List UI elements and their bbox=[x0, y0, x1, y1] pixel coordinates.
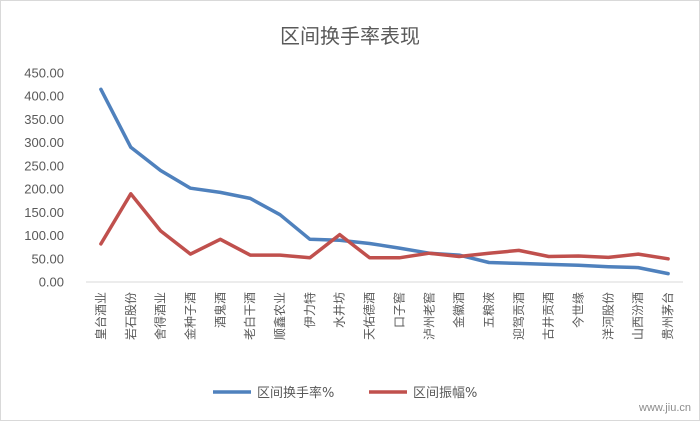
y-tick-label: 350.00 bbox=[24, 112, 64, 127]
x-tick-label: 水井坊 bbox=[332, 292, 347, 328]
x-tick-label: 皇台酒业 bbox=[93, 292, 108, 340]
y-tick-label: 250.00 bbox=[24, 158, 64, 173]
y-tick-label: 0.00 bbox=[39, 275, 64, 290]
y-tick-label: 150.00 bbox=[24, 205, 64, 220]
x-axis-ticks: 皇台酒业 岩石股份 舍得酒业 金种子酒 酒鬼酒 老白干酒 顺鑫农业 伊力特 水井坊 天佑德酒 口子窖… bbox=[93, 292, 675, 340]
x-tick-label: 五粮液 bbox=[481, 292, 496, 328]
y-tick-label: 400.00 bbox=[24, 89, 64, 104]
x-tick-label: 今世缘 bbox=[571, 292, 586, 328]
y-tick-label: 300.00 bbox=[24, 135, 64, 150]
x-tick-label: 迎驾贡酒 bbox=[512, 292, 526, 340]
chart-title: 区间换手率表现 bbox=[280, 24, 420, 48]
series-line-1 bbox=[99, 87, 670, 276]
x-tick-label: 金种子酒 bbox=[182, 292, 197, 340]
legend: 区间换手率% 区间振幅% bbox=[213, 385, 477, 401]
legend-label-2: 区间振幅% bbox=[413, 386, 477, 401]
x-tick-label: 洋河股份 bbox=[600, 292, 615, 340]
x-tick-label: 贵州茅台 bbox=[660, 292, 675, 340]
series-lines bbox=[99, 87, 670, 276]
y-tick-label: 450.00 bbox=[24, 66, 64, 81]
x-tick-label: 老白干酒 bbox=[242, 292, 257, 340]
x-tick-label: 金徽酒 bbox=[451, 292, 466, 328]
x-tick-label: 伊力特 bbox=[302, 292, 317, 328]
x-tick-label: 山西汾酒 bbox=[631, 292, 645, 340]
y-tick-label: 50.00 bbox=[31, 251, 64, 266]
legend-label-1: 区间换手率% bbox=[257, 385, 334, 401]
x-tick-label: 古井贡酒 bbox=[541, 292, 556, 340]
x-tick-label: 口子窖 bbox=[391, 292, 406, 328]
x-tick-label: 泸州老窖 bbox=[421, 292, 436, 340]
series-line-2 bbox=[99, 192, 670, 261]
x-tick-label: 天佑德酒 bbox=[362, 292, 377, 340]
y-axis-ticks: 0.00 50.00 100.00 150.00 200.00 250.00 300.00 3… bbox=[24, 66, 64, 290]
x-tick-label: 舍得酒业 bbox=[153, 292, 168, 340]
x-tick-label: 酒鬼酒 bbox=[212, 292, 227, 328]
watermark: www.jiu.cn bbox=[638, 402, 691, 414]
y-tick-label: 200.00 bbox=[24, 182, 64, 197]
x-tick-label: 顺鑫农业 bbox=[272, 292, 287, 340]
x-tick-label: 岩石股份 bbox=[123, 292, 138, 340]
y-tick-label: 100.00 bbox=[24, 228, 64, 243]
